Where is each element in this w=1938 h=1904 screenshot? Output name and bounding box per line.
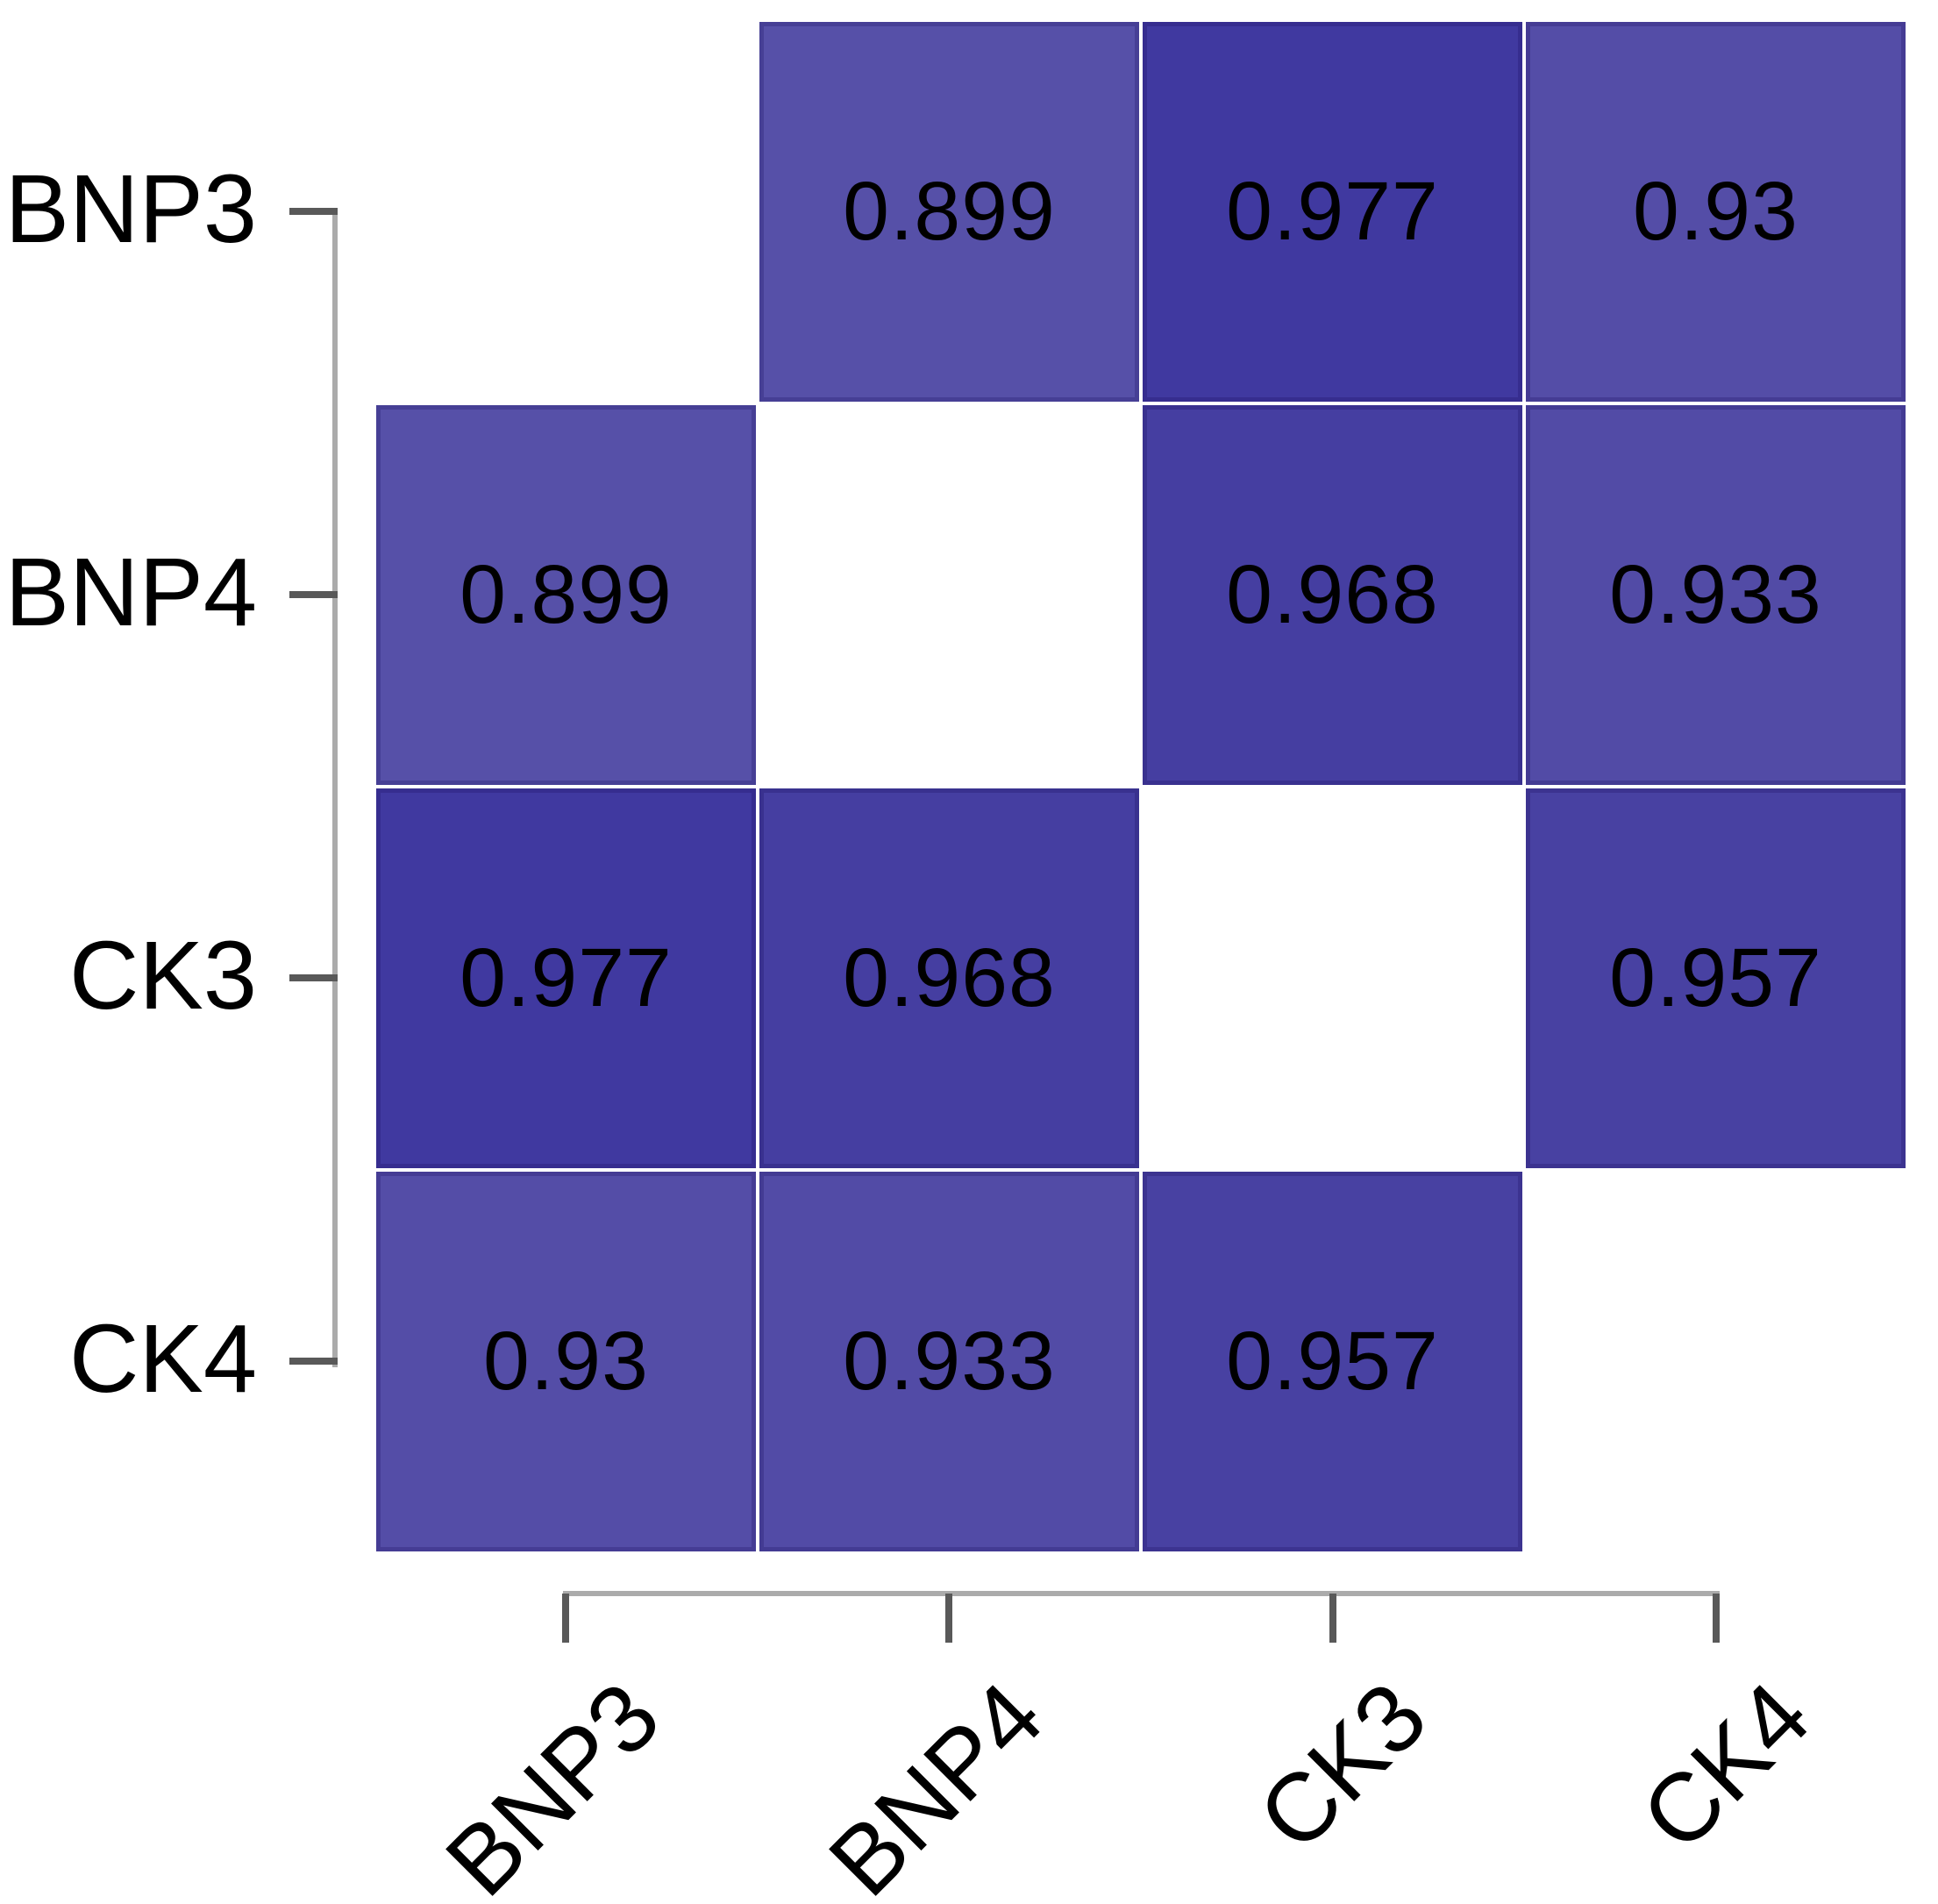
heatmap-cell: 0.957 <box>1526 788 1906 1168</box>
x-axis-label: BNP3 <box>424 1662 680 1904</box>
y-axis-tick <box>289 1358 338 1365</box>
cell-value: 0.933 <box>1609 548 1822 641</box>
x-axis-tick <box>562 1594 569 1643</box>
heatmap-cell-diagonal <box>759 405 1139 785</box>
cell-value: 0.957 <box>1226 1315 1439 1408</box>
x-axis-tick <box>1329 1594 1336 1643</box>
x-axis-tick <box>1713 1594 1720 1643</box>
cell-value: 0.968 <box>1226 548 1439 641</box>
heatmap-cell: 0.899 <box>376 405 756 785</box>
x-axis-line <box>563 1591 1720 1596</box>
y-axis-line <box>332 209 338 1367</box>
y-axis-label: BNP4 <box>4 538 257 646</box>
cell-value: 0.968 <box>843 931 1056 1024</box>
x-axis-label: CK4 <box>1621 1662 1831 1872</box>
heatmap-cell: 0.957 <box>1143 1172 1522 1551</box>
heatmap-cell: 0.933 <box>759 1172 1139 1551</box>
cell-value: 0.977 <box>460 931 673 1024</box>
cell-value: 0.899 <box>843 165 1056 258</box>
cell-value: 0.93 <box>1633 165 1799 258</box>
heatmap-cell: 0.93 <box>376 1172 756 1551</box>
y-axis-label: CK4 <box>69 1304 257 1413</box>
y-axis-tick <box>289 974 338 981</box>
cell-value: 0.977 <box>1226 165 1439 258</box>
cell-value: 0.899 <box>460 548 673 641</box>
x-axis-tick <box>945 1594 952 1643</box>
y-axis-label: CK3 <box>69 921 257 1030</box>
heatmap-cell: 0.977 <box>376 788 756 1168</box>
heatmap-cell: 0.933 <box>1526 405 1906 785</box>
heatmap-cell-diagonal <box>376 22 756 402</box>
heatmap-cell-diagonal <box>1143 788 1522 1168</box>
cell-value: 0.93 <box>483 1315 649 1408</box>
x-axis-label: BNP4 <box>808 1662 1064 1904</box>
y-axis-tick <box>289 591 338 598</box>
y-axis-tick <box>289 208 338 215</box>
heatmap-cell: 0.968 <box>759 788 1139 1168</box>
heatmap-cell: 0.899 <box>759 22 1139 402</box>
heatmap-cell: 0.968 <box>1143 405 1522 785</box>
y-axis-label: BNP3 <box>4 154 257 263</box>
heatmap-cell: 0.977 <box>1143 22 1522 402</box>
cell-value: 0.957 <box>1609 931 1822 1024</box>
cell-value: 0.933 <box>843 1315 1056 1408</box>
x-axis-label: CK3 <box>1237 1662 1448 1872</box>
heatmap-cell: 0.93 <box>1526 22 1906 402</box>
heatmap-cell-diagonal <box>1526 1172 1906 1551</box>
